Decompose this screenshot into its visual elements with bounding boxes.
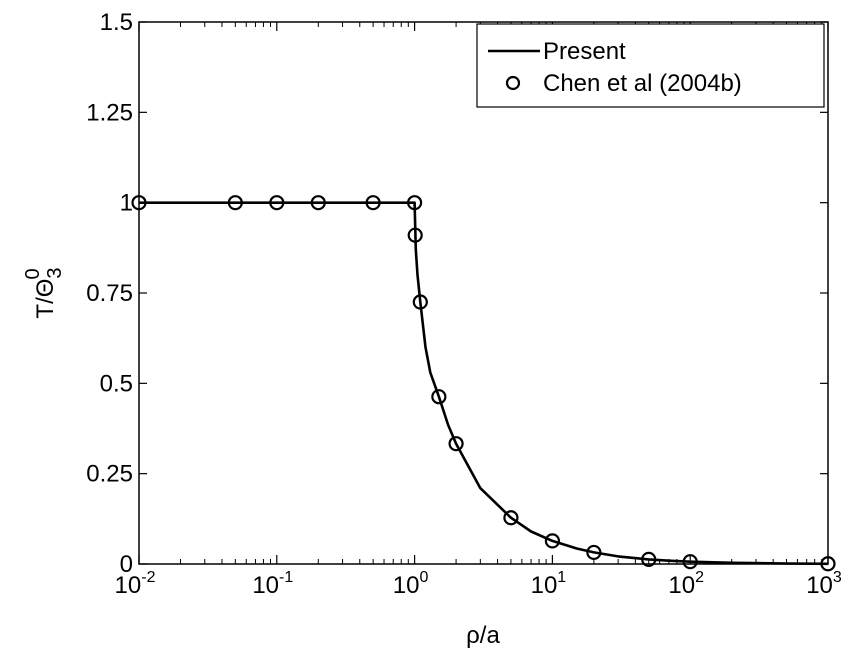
y-axis-title-main: T/Θ [32,279,59,319]
x-tick-exponent: -1 [279,569,293,586]
x-tick-base: 10 [668,572,695,599]
data-point-chen [431,389,447,405]
x-tick-label: 10-1 [252,569,293,599]
data-point-chen [820,556,836,572]
y-tick-label: 0.5 [100,370,133,397]
data-point-chen [365,195,381,211]
x-tick-exponent: -2 [141,569,155,586]
legend-label-chen: Chen et al (2004b) [543,70,742,97]
y-tick-label: 1.25 [86,99,133,126]
y-axis-title: T/Θ30 [22,267,66,318]
data-point-chen [641,551,657,567]
data-point-chen [269,195,285,211]
y-tick-label: 0 [120,551,133,578]
x-tick-exponent: 1 [557,569,566,586]
y-tick-label: 1.5 [100,9,133,36]
x-tick-exponent: 3 [833,569,842,586]
y-tick-label: 1 [120,190,133,217]
data-point-chen [412,294,428,310]
legend-box [476,23,825,108]
x-tick-label: 102 [668,569,704,599]
legend-circle-symbol [505,75,521,91]
x-tick-label: 100 [393,569,429,599]
data-point-chen [227,195,243,211]
plot-area [138,21,829,565]
y-tick-label: 0.25 [86,461,133,488]
x-tick-base: 10 [393,572,420,599]
x-tick-base: 10 [531,572,558,599]
x-axis-title: ρ/a [466,622,500,649]
data-point-chen [448,436,464,452]
series-line-present [139,201,829,566]
svg-text:T/Θ30: T/Θ30 [22,267,66,318]
legend: Present Chen et al (2004b) [476,23,825,108]
data-point-chen [503,510,519,526]
y-tick-label: 0.75 [86,280,133,307]
data-point-chen [407,195,423,211]
data-point-chen [544,533,561,549]
x-tick-exponent: 0 [419,569,428,586]
y-axis-title-sup: 0 [22,268,44,279]
x-tick-label: 103 [806,569,842,599]
legend-label-present: Present [543,38,626,65]
x-tick-base: 10 [252,572,279,599]
y-axis-title-sub: 3 [44,267,66,278]
x-tick-label: 10-2 [115,569,156,599]
x-tick-base: 10 [806,572,833,599]
series-layer [131,195,836,572]
x-tick-base: 10 [115,572,142,599]
data-point-chen [682,554,698,570]
data-point-chen [131,195,147,211]
x-tick-label: 101 [531,569,567,599]
data-point-chen [407,227,423,243]
data-point-chen [586,544,602,561]
x-tick-exponent: 2 [695,569,704,586]
data-point-chen [310,195,326,211]
